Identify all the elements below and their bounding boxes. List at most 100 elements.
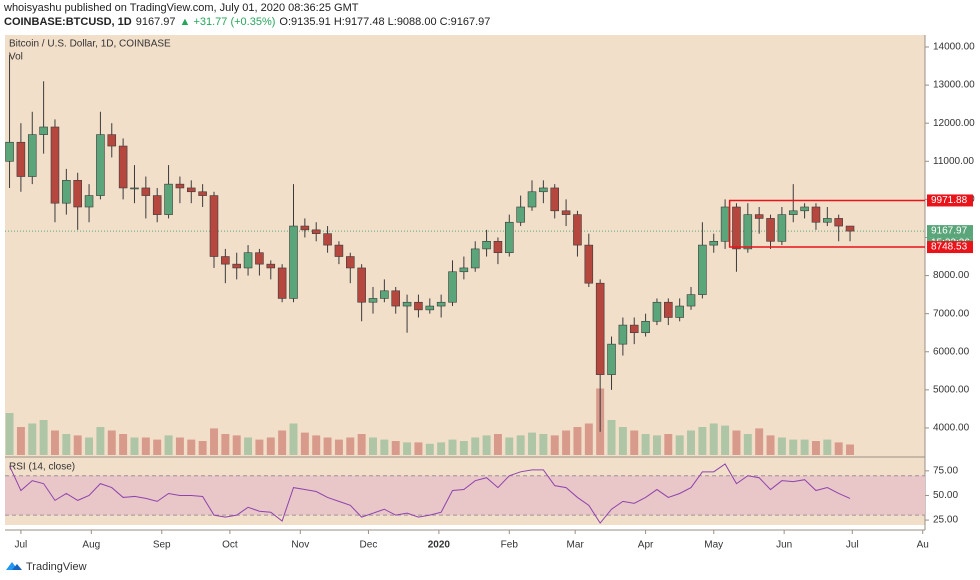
candle-body: [845, 225, 855, 232]
volume-bar: [732, 430, 741, 455]
price-tag: [927, 194, 973, 207]
range-box: [728, 199, 925, 248]
candle-body: [743, 214, 753, 250]
candle-body: [834, 218, 843, 227]
volume-bar: [448, 439, 457, 455]
candle-body: [255, 252, 264, 265]
candle-body: [277, 267, 287, 299]
volume-bar: [505, 437, 514, 455]
volume-bar: [232, 435, 241, 455]
volume-bar: [618, 427, 627, 455]
price-tag-label: 9167.97: [931, 226, 968, 237]
volume-bar: [584, 423, 593, 455]
candle-body: [436, 301, 446, 307]
candle-body: [84, 195, 94, 208]
volume-bar: [221, 434, 230, 455]
candle-body: [414, 301, 423, 311]
candle-body: [709, 240, 719, 246]
candle-body: [607, 343, 616, 375]
candle-body: [777, 214, 787, 242]
candle-body: [221, 256, 230, 265]
rsi-tick-label: 75.00: [933, 465, 958, 476]
candle-body: [357, 267, 366, 303]
y-tick-label: 6000.00: [933, 346, 970, 357]
candle-body: [493, 240, 503, 254]
volume-bar: [766, 435, 775, 455]
x-tick-label: Dec: [360, 540, 378, 551]
volume-bar: [550, 435, 559, 455]
candle-body: [527, 191, 537, 208]
volume-bar: [107, 430, 116, 455]
candle-body: [800, 206, 809, 212]
candle-body: [107, 134, 117, 147]
candle-body: [652, 301, 662, 322]
volume-bar: [187, 439, 196, 455]
candle-body: [539, 187, 548, 193]
volume-bar: [119, 434, 128, 455]
change: ▲ +31.77 (+0.35%): [179, 16, 276, 28]
rsi-line: [9, 463, 851, 524]
candle-body: [50, 126, 60, 204]
candle-body: [788, 210, 798, 215]
candle-body: [516, 206, 525, 223]
volume-bar: [346, 437, 355, 455]
x-tick-label: Mar: [567, 540, 585, 551]
volume-bar: [369, 437, 377, 455]
chart-title: Bitcoin / U.S. Dollar, 1D, COINBASE: [9, 39, 171, 50]
volume-bar: [687, 430, 695, 455]
x-tick-label: Jul: [15, 540, 28, 551]
volume-bar: [482, 435, 491, 455]
y-tick-label: 7000.00: [933, 308, 970, 319]
candle-body: [5, 141, 14, 162]
volume-bar: [16, 427, 25, 455]
publisher: whoisyashu published on TradingView.com,…: [4, 2, 359, 14]
volume-bar: [459, 441, 468, 455]
y-tick-label: 5000.00: [933, 384, 970, 395]
x-tick-label: Sep: [153, 540, 171, 551]
volume-bar: [278, 430, 287, 455]
volume-bar: [391, 441, 400, 455]
y-tick-label: 13000.00: [933, 80, 975, 91]
plot-bg: [5, 35, 925, 525]
candle-body: [823, 218, 832, 223]
volume-bar: [5, 413, 14, 455]
volume-bar: [28, 423, 37, 455]
tv-logo: [6, 562, 22, 570]
candle-body: [425, 305, 435, 311]
candle-body: [323, 233, 332, 246]
x-tick-label: Oct: [222, 540, 238, 551]
volume-bar: [289, 423, 298, 455]
candle-body: [141, 187, 151, 196]
candle-body: [550, 187, 560, 212]
volume-bar: [153, 439, 162, 455]
candle-body: [39, 126, 48, 135]
candle-body: [152, 195, 162, 215]
y-tick-label: 4000.00: [933, 423, 970, 434]
symbol-line: COINBASE:BTCUSD, 1D 9167.97 ▲ +31.77 (+0.3…: [4, 16, 494, 28]
volume-bar: [357, 434, 366, 455]
price: 9167.97: [135, 16, 176, 28]
candle-body: [732, 206, 741, 250]
rsi-label: RSI (14, close): [9, 462, 75, 473]
volume-bar: [210, 428, 218, 455]
candle-body: [198, 191, 207, 196]
volume-bar: [721, 425, 730, 455]
volume-bar: [573, 427, 582, 455]
volume-bar: [51, 430, 59, 455]
volume-bar: [675, 435, 684, 455]
candle-body: [573, 214, 582, 246]
y-tick-label: 14000.00: [933, 42, 975, 53]
candle-body: [73, 180, 82, 208]
candle-body: [459, 267, 469, 273]
volume-bar: [62, 434, 71, 455]
candle-body: [16, 141, 26, 177]
candle-body: [62, 180, 71, 204]
x-tick-label: Jul: [846, 540, 859, 551]
volume-bar: [380, 439, 389, 455]
volume-bar: [834, 442, 843, 455]
volume-bar: [709, 423, 718, 455]
candle-body: [334, 244, 344, 257]
volume-bar: [516, 435, 525, 455]
ohlc: O:9135.91 H:9177.48 L:9088.00 C:9167.97: [279, 16, 491, 28]
candle-body: [618, 324, 628, 345]
